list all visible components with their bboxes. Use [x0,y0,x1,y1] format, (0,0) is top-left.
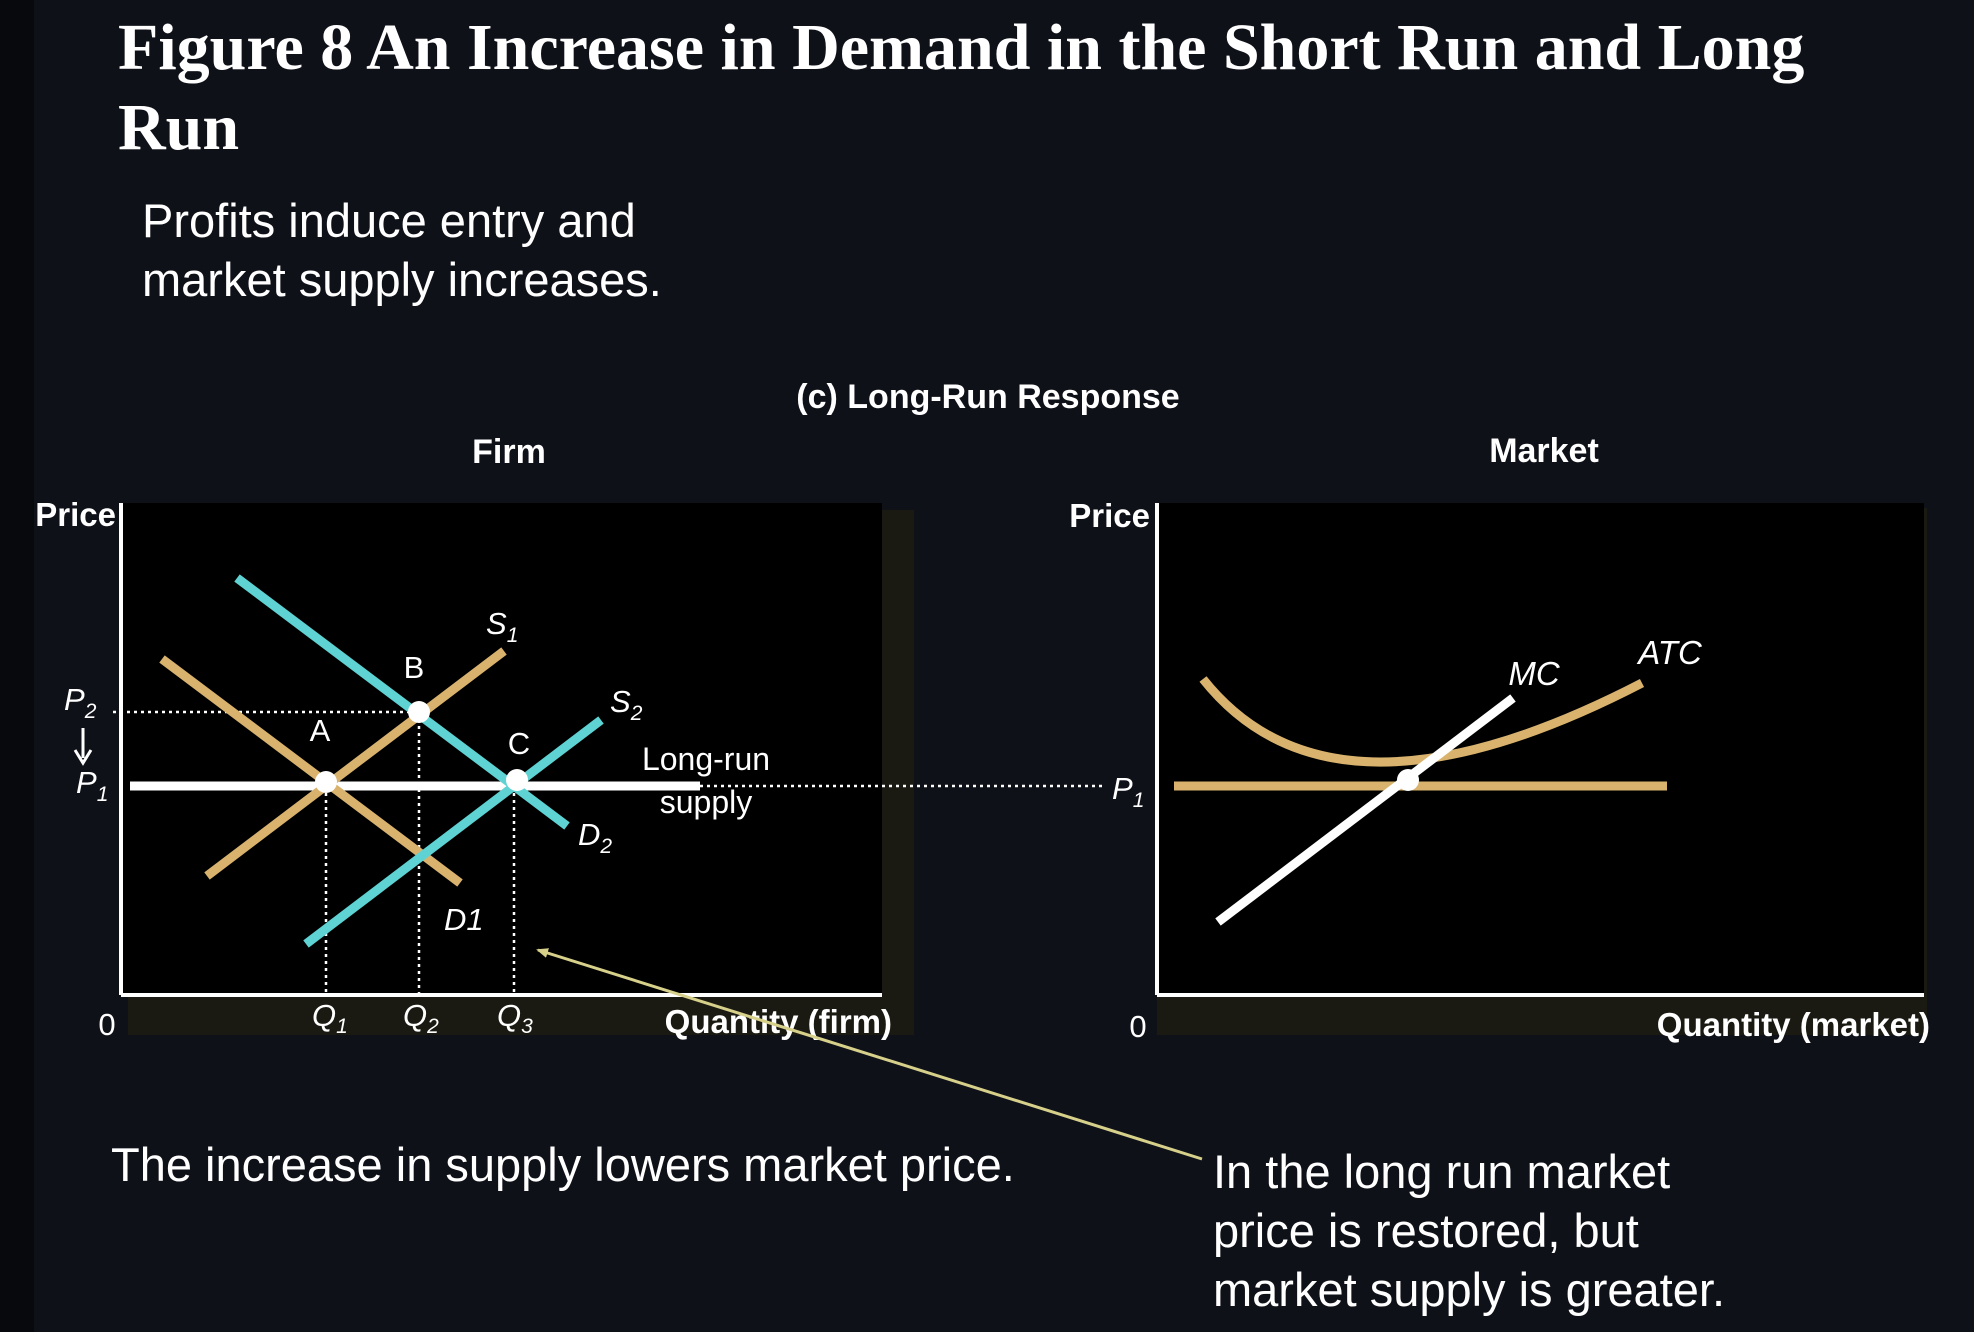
market-y-axis-label: Price [1069,497,1150,534]
market-plot-area [1157,503,1924,995]
market-x-axis-label: Quantity (market) [1657,1006,1930,1043]
slide-left-border [0,0,34,1332]
market-equilibrium-dot [1397,769,1419,791]
q1-label: Q1 [312,998,348,1038]
point-b-dot [408,701,430,723]
market-origin-label: 0 [1129,1009,1146,1044]
firm-x-axis-label: Quantity (firm) [665,1003,892,1040]
firm-heading: Firm [472,433,546,471]
point-c-label: C [508,726,530,761]
long-run-supply-label-line2: supply [660,784,753,820]
point-a-label: A [310,713,331,748]
caption-long-run-restored: In the long run market price is restored… [1213,1145,1725,1316]
mc-curve [1215,694,1516,926]
market-graph: Price Quantity (market) 0 P1 MC ATC [1069,497,1930,1044]
price-down-arrow-icon [73,728,93,766]
market-p1-label: P1 [1112,771,1144,812]
firm-origin-label: 0 [98,1007,115,1042]
long-run-supply-label-line1: Long-run [642,741,770,777]
caption-supply-lowers-price: The increase in supply lowers market pri… [111,1138,1015,1191]
atc-curve [1199,676,1645,767]
supply-curve-s1 [204,647,507,880]
d2-label: D2 [578,817,612,858]
d1-label: D1 [444,902,484,937]
supply-curve-s2 [303,716,604,948]
point-c-dot [506,769,528,791]
firm-y-axis-label: Price [35,496,116,533]
q3-label: Q3 [497,998,533,1038]
annotation-arrow [536,948,1203,1161]
s1-label: S1 [486,606,518,647]
s2-label: S2 [610,684,643,725]
q2-label: Q2 [403,998,439,1038]
p2-label: P2 [64,682,97,723]
point-b-label: B [404,650,425,685]
slide-title: Figure 8 An Increase in Demand in the Sh… [118,11,1805,164]
demand-curve-d1 [159,655,463,887]
mc-label: MC [1508,655,1560,692]
market-heading: Market [1489,432,1599,470]
slide-subtitle: Profits induce entry and market supply i… [142,194,662,306]
atc-label: ATC [1636,634,1703,671]
panel-title: (c) Long-Run Response [796,378,1179,416]
point-a-dot [315,771,337,793]
firm-graph: Price Quantity (firm) 0 P2 P1 Q1 Q2 Q3 A… [35,496,1105,1042]
p1-label: P1 [76,765,108,806]
